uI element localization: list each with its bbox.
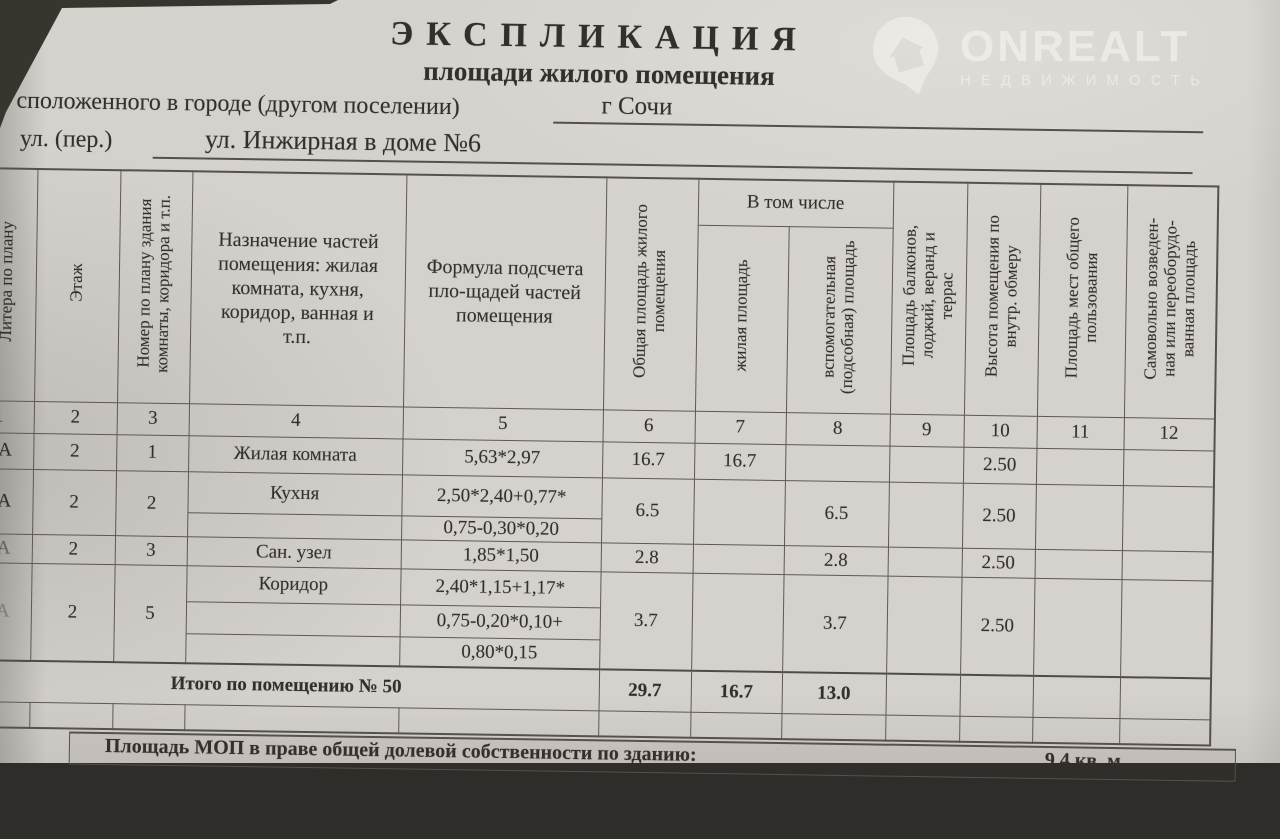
cell-formula: 2,50*2,40+0,77*: [401, 474, 602, 518]
cell-living: [693, 479, 785, 545]
cell-formula: 0,75-0,20*0,10+: [400, 604, 600, 639]
cell-height: 2.50: [960, 577, 1034, 676]
watermark-brand: ONREALT: [960, 25, 1210, 69]
cell-name: Кухня: [187, 471, 402, 515]
cell-num: 3: [115, 535, 187, 565]
cell-common: [1033, 578, 1121, 677]
cell-aux: [785, 444, 890, 482]
cell-formula: 0,80*0,15: [399, 636, 599, 669]
col-number: 7: [695, 411, 786, 444]
cell-height: 2.50: [962, 483, 1036, 549]
street-value: ул. Инжирная в доме №6: [153, 124, 1193, 174]
watermark-subtitle: НЕДВИЖИМОСТЬ: [960, 72, 1210, 89]
col-header-purpose: Назначение частей помещения: жилая комна…: [189, 171, 406, 406]
cell-living: [691, 573, 783, 672]
cell-total: 6.5: [601, 477, 694, 543]
cell-common: [1035, 549, 1122, 579]
col-header-living-area: жилая площадь: [695, 225, 789, 412]
col-header-formula: Формула подсчета пло-щадей частей помеще…: [403, 174, 606, 409]
cell-unauthorized: [1123, 449, 1215, 486]
location-label: сположенного в городе (другом поселении): [16, 88, 460, 122]
cell-balcony: [889, 446, 964, 483]
col-number: 11: [1036, 416, 1123, 449]
cell-formula: 1,85*1,50: [401, 539, 601, 571]
cell-name: Сан. узел: [187, 536, 401, 568]
col-number: 2: [34, 401, 117, 434]
cell-total: 16.7: [602, 441, 695, 478]
col-number: 4: [189, 403, 403, 438]
cell-common: [1036, 448, 1124, 485]
col-number: 5: [403, 406, 603, 441]
cell-formula: 5,63*2,97: [402, 438, 603, 477]
col-header-litera: Литера по плану: [0, 168, 37, 401]
cell-height: 2.50: [963, 447, 1037, 484]
col-header-balcony: Площадь балконов, лоджий, веранд и терра…: [890, 182, 967, 415]
cell-aux: 3.7: [782, 574, 887, 674]
cell-common: [1035, 484, 1123, 550]
col-number: 12: [1123, 417, 1214, 450]
cell-balcony: [886, 576, 961, 675]
cell-litera: А: [0, 432, 34, 469]
cell-name: Жилая комната: [188, 435, 403, 474]
col-number: 8: [785, 412, 889, 446]
col-header-common: Площадь мест общего пользования: [1037, 184, 1127, 417]
col-header-floor: Этаж: [34, 169, 120, 402]
cell-litera: А: [0, 533, 32, 563]
col-header-group: В том числе: [698, 179, 894, 228]
col-header-number: Номер по плану здания комнаты, коридора …: [117, 170, 192, 403]
cell-litera: А: [0, 562, 32, 661]
cell-unauthorized: [1120, 579, 1212, 678]
col-number: 6: [603, 409, 695, 442]
document-photo: ЭКСПЛИКАЦИЯ площади жилого помещения спо…: [0, 0, 1280, 763]
total-aux-value: 13.0: [782, 672, 887, 715]
cell-aux: 2.8: [784, 545, 888, 576]
mop-value: 9.4 кв. м: [1045, 749, 1121, 773]
col-number: 10: [963, 415, 1036, 448]
cell-num: 2: [115, 470, 188, 536]
cell-num: 5: [113, 564, 186, 663]
cell-litera: А: [0, 468, 33, 534]
onrealt-watermark: ONREALT НЕДВИЖИМОСТЬ: [872, 14, 1210, 100]
map-pin-house-icon: [862, 6, 955, 109]
cell-height: 2.50: [962, 548, 1035, 578]
mop-label: Площадь МОП в праве общей долевой собств…: [105, 735, 697, 767]
total-living-value: 16.7: [691, 671, 783, 713]
cell-unauthorized: [1122, 550, 1213, 580]
cell-unauthorized: [1122, 485, 1214, 551]
cell-formula: 0,75-0,30*0,20: [401, 515, 601, 542]
cell-living: 16.7: [694, 443, 786, 480]
col-number: 9: [889, 414, 963, 447]
col-number: 3: [117, 402, 189, 435]
cell-floor: 2: [32, 534, 115, 564]
cell-num: 1: [116, 434, 189, 471]
cell-floor: 2: [30, 563, 114, 662]
cell-floor: 2: [32, 469, 116, 535]
cell-total: 2.8: [601, 542, 693, 572]
cell-floor: 2: [33, 433, 117, 470]
col-header-aux-area: вспомогательная (подсобная) площадь: [786, 226, 893, 414]
cell-aux: 6.5: [784, 480, 889, 547]
cell-balcony: [888, 547, 962, 577]
street-label: ул. (пер.): [20, 126, 113, 154]
col-header-total-area: Общая площадь жилого помещения: [603, 177, 698, 410]
cell-balcony: [888, 482, 963, 548]
col-header-height: Высота помещения по внутр. обмеру: [964, 183, 1040, 416]
explication-table: Литера по плану Этаж Номер по плану здан…: [0, 167, 1219, 746]
cell-formula: 2,40*1,15+1,17*: [400, 568, 601, 607]
col-header-unauthorized: Самовольно возведен-ная или переоборудо-…: [1124, 185, 1218, 418]
col-number: 1: [0, 400, 34, 433]
cell-total: 3.7: [599, 571, 692, 670]
cell-name: Коридор: [186, 565, 401, 604]
total-area-value: 29.7: [599, 669, 692, 711]
cell-living: [693, 544, 784, 574]
